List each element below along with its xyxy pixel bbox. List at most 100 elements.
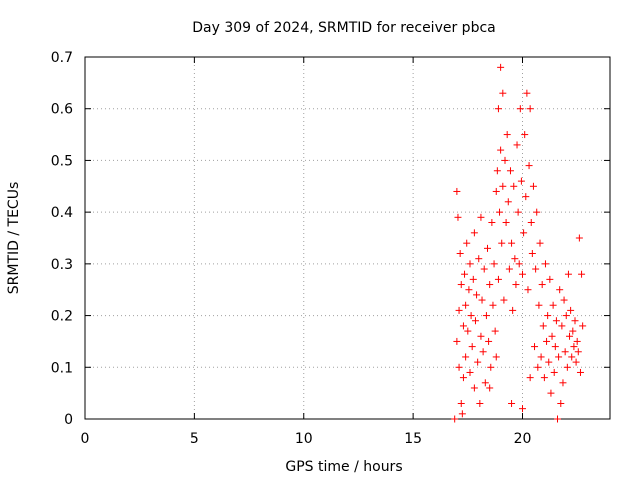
data-point xyxy=(492,353,500,361)
data-point xyxy=(470,384,478,392)
data-point xyxy=(496,208,504,216)
chart-title: Day 309 of 2024, SRMTID for receiver pbc… xyxy=(192,20,495,36)
data-point xyxy=(461,270,469,278)
x-tick-label: 10 xyxy=(295,431,313,447)
data-point xyxy=(526,374,534,382)
data-point xyxy=(500,296,508,304)
x-axis-label: GPS time / hours xyxy=(285,459,402,475)
data-point xyxy=(465,286,473,294)
data-point xyxy=(509,306,517,314)
data-point xyxy=(497,63,505,71)
x-tick-label: 0 xyxy=(81,431,90,447)
data-point xyxy=(575,234,583,242)
y-tick-label: 0.7 xyxy=(51,50,73,66)
data-point xyxy=(531,343,539,351)
data-point xyxy=(548,332,556,340)
data-point xyxy=(538,281,546,289)
x-tick-label: 20 xyxy=(514,431,532,447)
data-point xyxy=(463,239,471,247)
data-point xyxy=(498,239,506,247)
data-point xyxy=(492,187,500,195)
data-point xyxy=(508,399,516,407)
data-point xyxy=(550,368,558,376)
y-tick-label: 0.4 xyxy=(51,205,73,221)
data-point xyxy=(475,255,483,263)
data-point xyxy=(537,353,545,361)
data-point xyxy=(479,348,487,356)
data-point xyxy=(520,229,528,237)
y-tick-label: 0.5 xyxy=(51,153,73,169)
data-point xyxy=(578,270,586,278)
data-point xyxy=(541,260,549,268)
data-point xyxy=(486,281,494,289)
y-tick-label: 0.1 xyxy=(51,360,73,376)
data-point xyxy=(546,275,554,283)
data-point xyxy=(502,218,510,226)
data-point xyxy=(487,363,495,371)
data-point xyxy=(545,358,553,366)
data-point xyxy=(564,270,572,278)
data-point xyxy=(523,89,531,97)
data-point xyxy=(551,343,559,351)
data-point xyxy=(555,353,563,361)
data-point xyxy=(504,198,512,206)
data-point xyxy=(563,363,571,371)
data-point xyxy=(512,281,520,289)
data-point xyxy=(560,296,568,304)
data-point xyxy=(473,291,481,299)
data-point xyxy=(543,337,551,345)
data-point xyxy=(488,218,496,226)
data-point xyxy=(459,322,467,330)
data-point xyxy=(459,374,467,382)
data-point xyxy=(557,399,565,407)
y-axis-tick-labels: 0 0.1 0.2 0.3 0.4 0.5 0.6 0.7 xyxy=(51,50,73,428)
data-point xyxy=(528,250,536,258)
data-point xyxy=(556,286,564,294)
data-point xyxy=(579,322,587,330)
data-point xyxy=(521,131,529,139)
plot-frame xyxy=(84,56,611,420)
y-tick-label: 0.2 xyxy=(51,309,73,325)
data-point xyxy=(559,379,567,387)
data-point xyxy=(570,343,578,351)
data-point xyxy=(539,322,547,330)
data-point xyxy=(466,368,474,376)
data-point xyxy=(532,265,540,273)
data-point xyxy=(524,286,532,294)
data-point xyxy=(471,317,479,325)
data-point xyxy=(467,312,475,320)
data-point xyxy=(453,337,461,345)
data-point xyxy=(455,306,463,314)
data-point xyxy=(497,146,505,154)
data-point xyxy=(491,327,499,335)
data-point xyxy=(489,301,497,309)
data-point xyxy=(503,131,511,139)
data-point xyxy=(522,193,530,201)
grid xyxy=(85,57,610,419)
data-point xyxy=(477,332,485,340)
data-point xyxy=(480,265,488,273)
data-point xyxy=(481,379,489,387)
data-point xyxy=(474,358,482,366)
data-points xyxy=(451,63,587,423)
data-point xyxy=(547,389,555,397)
data-point xyxy=(568,353,576,361)
data-point xyxy=(533,208,541,216)
data-point xyxy=(544,312,552,320)
data-point xyxy=(576,368,584,376)
y-tick-label: 0.6 xyxy=(51,102,73,118)
data-point xyxy=(513,141,521,149)
y-axis-label: SRMTID / TECUs xyxy=(6,182,22,295)
data-point xyxy=(462,301,470,309)
x-tick-label: 5 xyxy=(190,431,199,447)
data-point xyxy=(527,218,535,226)
data-point xyxy=(535,301,543,309)
data-point xyxy=(569,327,577,335)
data-point xyxy=(462,353,470,361)
data-point xyxy=(571,317,579,325)
data-point xyxy=(573,337,581,345)
data-point xyxy=(540,374,548,382)
data-point xyxy=(458,410,466,418)
data-point xyxy=(515,260,523,268)
